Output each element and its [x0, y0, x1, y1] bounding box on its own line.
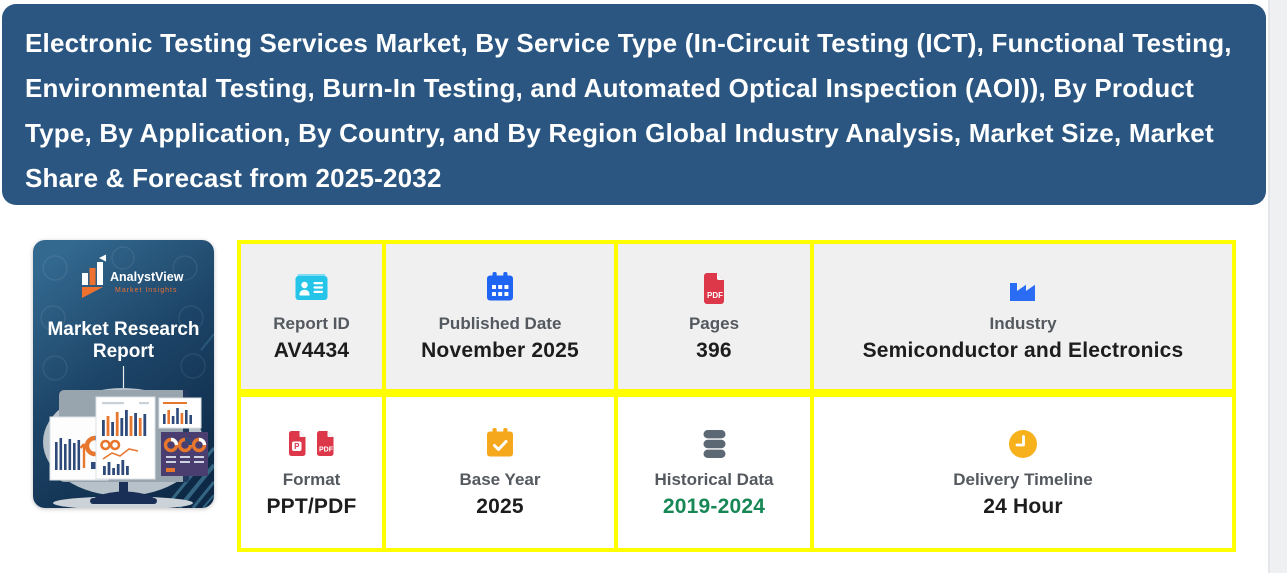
info-grid-row-1: Report ID AV4434 [237, 240, 1236, 393]
report-title-banner: Electronic Testing Services Market, By S… [2, 4, 1266, 205]
card-report-id: Report ID AV4434 [241, 244, 382, 389]
card-label: Industry [989, 313, 1057, 333]
page-edge-strip [1268, 0, 1287, 573]
card-value: 24 Hour [983, 494, 1063, 518]
card-delivery-timeline: Delivery Timeline 24 Hour [814, 397, 1232, 548]
report-cover-image: AnalystView Market Insights Market Resea… [33, 240, 214, 508]
card-value: 2019-2024 [662, 494, 766, 518]
database-icon [701, 427, 728, 461]
card-value: 396 [696, 338, 732, 362]
calendar-check-icon [485, 427, 515, 461]
ppt-pdf-file-icons: P PDF [287, 427, 336, 461]
card-label: Base Year [459, 469, 541, 489]
card-value: Semiconductor and Electronics [862, 338, 1184, 362]
card-value: AV4434 [273, 338, 350, 362]
analystview-logo-icon [82, 254, 106, 298]
brand-name: AnalystView [110, 270, 184, 284]
card-label: Report ID [273, 313, 350, 333]
page-title: Electronic Testing Services Market, By S… [25, 28, 1232, 193]
card-label: Format [282, 469, 341, 489]
card-label: Published Date [438, 313, 562, 333]
card-format: P PDF Format PPT/PDF [241, 397, 382, 548]
card-industry: Industry Semiconductor and Electronics [814, 244, 1232, 389]
card-pages: PDF Pages 396 [618, 244, 810, 389]
card-value: PPT/PDF [266, 494, 357, 518]
card-historical-data: Historical Data 2019-2024 [618, 397, 810, 548]
cover-title-line1: Market Research [47, 319, 199, 340]
card-value: November 2025 [421, 338, 579, 362]
factory-icon [1007, 271, 1039, 305]
clock-icon [1008, 427, 1038, 461]
chart-document-right [158, 397, 202, 429]
info-grid-row-2: P PDF Format PPT/PDF Base Year [237, 393, 1236, 552]
svg-text:PDF: PDF [319, 447, 334, 454]
id-card-icon [295, 271, 328, 305]
cover-illustration: AnalystView Market Insights Market Resea… [33, 240, 214, 508]
card-label: Delivery Timeline [953, 469, 1093, 489]
calendar-icon [485, 271, 515, 305]
svg-text:PDF: PDF [707, 291, 723, 300]
cover-title-line2: Report [93, 341, 155, 362]
chart-card-purple [161, 432, 208, 476]
card-published-date: Published Date November 2025 [386, 244, 614, 389]
pdf-file-icon: PDF [701, 271, 727, 305]
report-info-grid: Report ID AV4434 [237, 240, 1236, 552]
card-label: Pages [688, 313, 740, 333]
brand-tagline: Market Insights [115, 287, 177, 294]
card-base-year: Base Year 2025 [386, 397, 614, 548]
svg-text:P: P [294, 442, 300, 451]
card-value: 2025 [476, 494, 524, 518]
card-label: Historical Data [654, 469, 774, 489]
chart-document-center [95, 396, 156, 480]
watermark-pattern [40, 246, 206, 381]
